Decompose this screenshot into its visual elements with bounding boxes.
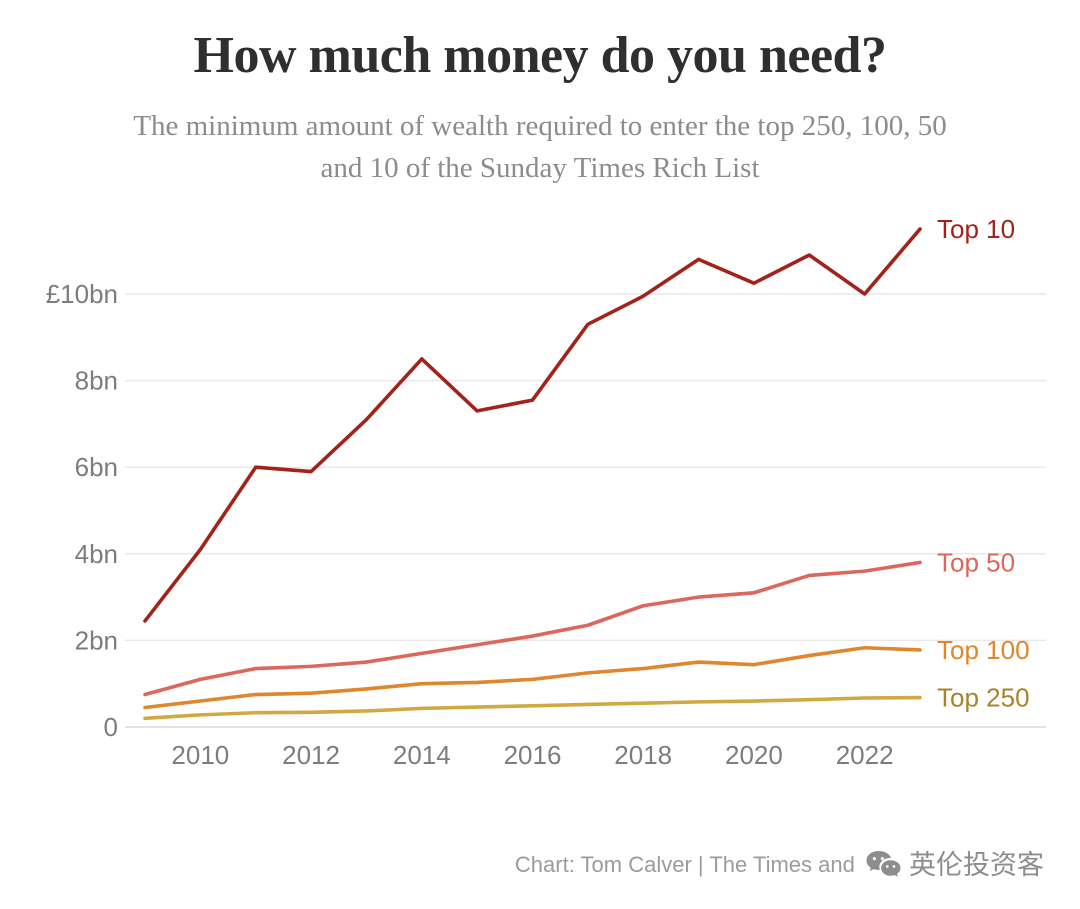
series-label-top-100: Top 100 — [937, 635, 1030, 665]
chart-canvas: 0 2bn 4bn 6bn 8bn £10bn 2010 2012 2014 2016 2018 20… — [46, 214, 1046, 770]
watermark: 英伦投资客 — [859, 845, 1044, 885]
wechat-icon — [865, 849, 901, 881]
y-axis-tick-label: £10bn — [46, 279, 118, 309]
x-axis-tick-label: 2010 — [171, 740, 229, 770]
series-label-top-50: Top 50 — [937, 548, 1015, 578]
series-label-top-10: Top 10 — [937, 214, 1015, 244]
series-line-top-50 — [143, 560, 922, 697]
x-axis-tick-label: 2016 — [504, 740, 562, 770]
series-line-top-10 — [143, 227, 922, 623]
y-axis-tick-label: 4bn — [75, 539, 118, 569]
x-axis-tick-label: 2018 — [614, 740, 672, 770]
series-line-top-250 — [143, 695, 922, 721]
x-axis-tick-label: 2014 — [393, 740, 451, 770]
chart-subtitle: The minimum amount of wealth required to… — [133, 110, 947, 185]
series-label-top-250: Top 250 — [937, 683, 1030, 713]
series-line-top-100 — [143, 646, 922, 710]
y-axis-tick-label: 2bn — [75, 625, 118, 655]
y-axis-tick-label: 8bn — [75, 366, 118, 396]
chart-footer: Chart: Tom Calver | The Times and The Su… — [515, 845, 1044, 885]
chart-title: How much money do you need? — [193, 27, 887, 84]
line-chart: 0 2bn 4bn 6bn 8bn £10bn 2010 2012 2014 2016 2018 20… — [0, 207, 1080, 785]
x-axis-tick-label: 2022 — [836, 740, 894, 770]
x-axis-tick-label: 2012 — [282, 740, 340, 770]
y-axis-tick-label: 0 — [104, 712, 118, 742]
x-axis-tick-label: 2020 — [725, 740, 783, 770]
y-axis-tick-label: 6bn — [75, 452, 118, 482]
watermark-text: 英伦投资客 — [909, 850, 1044, 880]
